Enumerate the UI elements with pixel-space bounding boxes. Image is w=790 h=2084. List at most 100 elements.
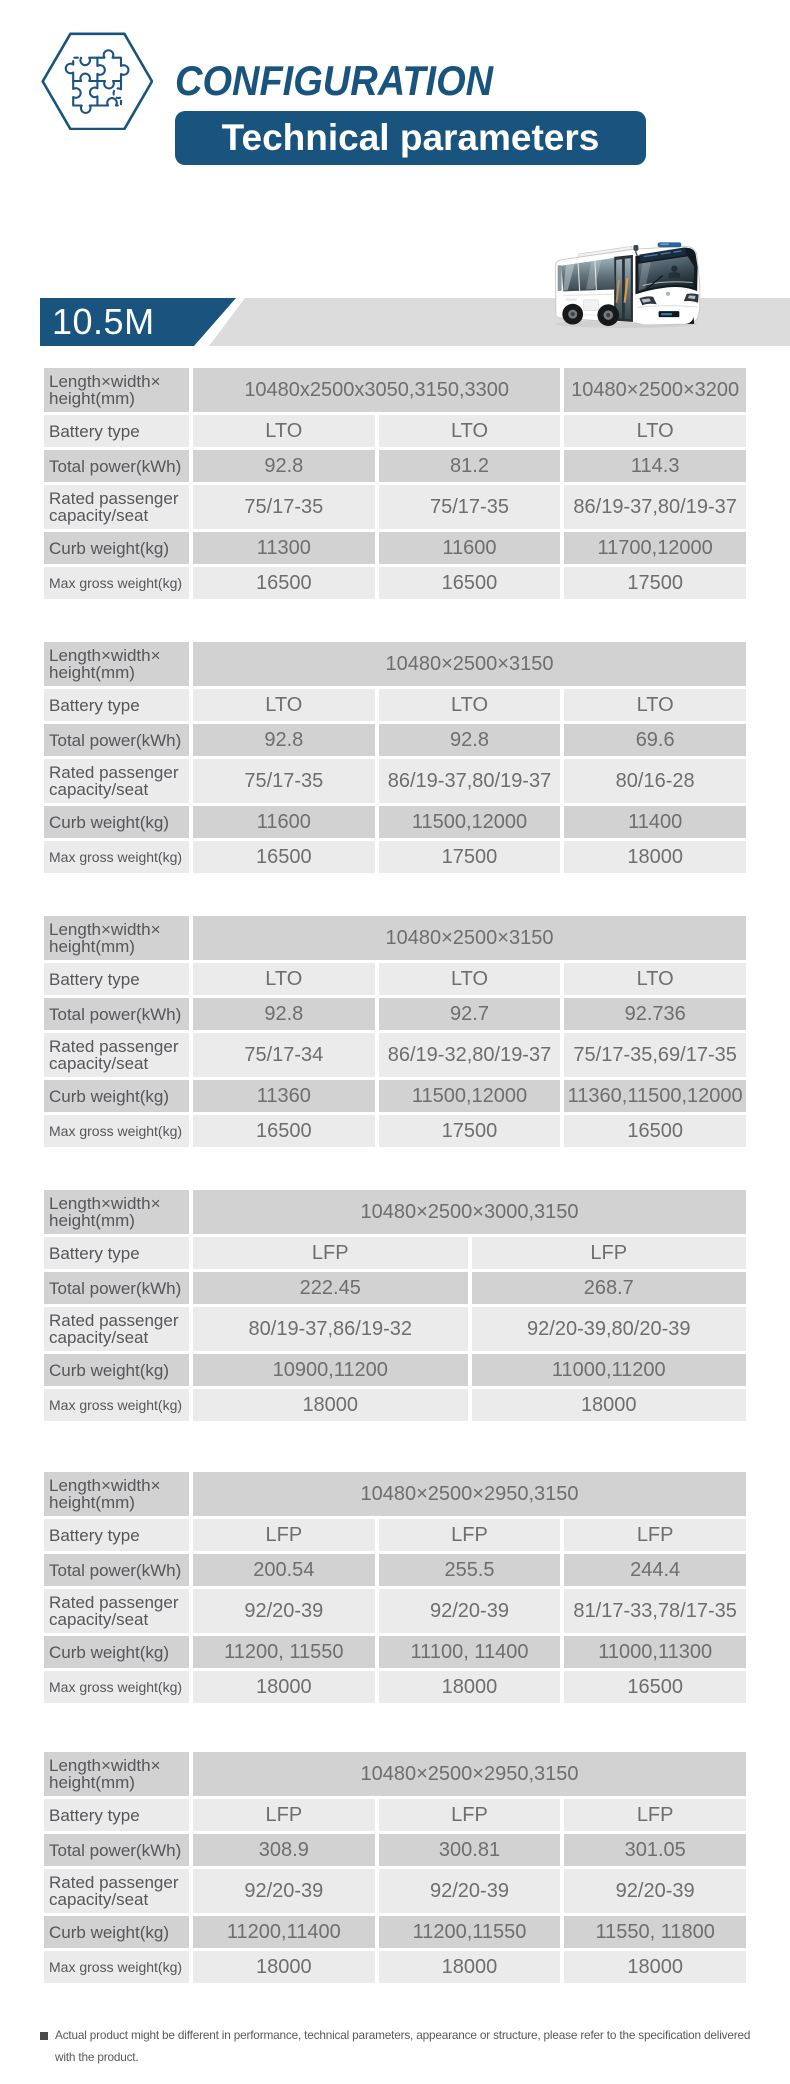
spec-value: 10480×2500×2950,3150 [193,1472,746,1516]
spec-value: 16500 [378,567,561,599]
spec-value: 11100, 11400 [378,1636,561,1668]
spec-value: 16500 [193,841,375,873]
spec-value: LTO [378,415,561,447]
row-label: Max gross weight(kg) [44,1389,189,1421]
bus-image [549,240,707,332]
table-row: Max gross weight(kg) 16500 16500 17500 [44,567,746,599]
spec-value: LTO [193,415,375,447]
spec-table-4: Length×width× height(mm) 10480×2500×3000,… [44,1190,746,1421]
spec-value: 244.4 [564,1554,746,1586]
row-label: Length×width× height(mm) [44,1472,189,1516]
spec-value: 18000 [193,1951,375,1983]
spec-value: 16500 [564,1115,746,1147]
spec-value: 18000 [193,1671,375,1703]
spec-value: 11360,11500,12000 [564,1080,746,1112]
table-row: Curb weight(kg) 11600 11500,12000 11400 [44,806,746,838]
square-bullet-icon [40,2032,48,2040]
spec-value: 11000,11200 [471,1354,746,1386]
spec-value: 17500 [378,1115,561,1147]
spec-value: 11360 [193,1080,375,1112]
row-label: Length×width× height(mm) [44,916,189,960]
row-label: Total power(kWh) [44,998,189,1030]
row-label: Max gross weight(kg) [44,1671,189,1703]
spec-value: 11200,11550 [378,1916,561,1948]
row-label: Battery type [44,1799,189,1831]
spec-value: 80/16-28 [564,759,746,803]
spec-value: 10480x2500x3050,3150,3300 [193,368,561,412]
spec-value: 10900,11200 [193,1354,468,1386]
spec-value: 92/20-39 [378,1869,561,1913]
spec-value: 300.81 [378,1834,561,1866]
table-row: Length×width× height(mm) 10480×2500×2950,… [44,1752,746,1796]
spec-value: 11200, 11550 [193,1636,375,1668]
table-row: Length×width× height(mm) 10480x2500x3050,… [44,368,746,412]
table-row: Max gross weight(kg) 18000 18000 18000 [44,1951,746,1983]
spec-value: 92/20-39 [193,1589,375,1633]
row-label: Battery type [44,689,189,721]
spec-value: 11550, 11800 [564,1916,746,1948]
spec-value: 18000 [193,1389,468,1421]
spec-value: 114.3 [564,450,746,482]
table-row: Rated passenger capacity/seat 75/17-35 75/… [44,485,746,529]
spec-value: 18000 [564,841,746,873]
table-row: Curb weight(kg) 11200,11400 11200,11550 115… [44,1916,746,1948]
table-row: Battery type LTO LTO LTO [44,963,746,995]
spec-value: 75/17-35,69/17-35 [564,1033,746,1077]
banner-label: Technical parameters [221,117,600,158]
spec-value: 92/20-39 [193,1869,375,1913]
row-label: Total power(kWh) [44,450,189,482]
spec-value: 75/17-35 [193,759,375,803]
spec-value: 75/17-35 [193,485,375,529]
spec-table-6: Length×width× height(mm) 10480×2500×2950,… [44,1752,746,1983]
spec-value: 11400 [564,806,746,838]
row-label: Length×width× height(mm) [44,642,189,686]
row-label: Length×width× height(mm) [44,1190,189,1234]
table-row: Max gross weight(kg) 16500 17500 18000 [44,841,746,873]
row-label: Curb weight(kg) [44,1080,189,1112]
spec-value: 11300 [193,532,375,564]
spec-value: 10480×2500×3150 [193,916,746,960]
spec-value: 86/19-37,80/19-37 [378,759,561,803]
spec-value: LFP [564,1799,746,1831]
row-label: Rated passenger capacity/seat [44,1307,189,1351]
spec-value: 92.8 [378,724,561,756]
spec-value: 17500 [378,841,561,873]
spec-value: 92/20-39 [564,1869,746,1913]
row-label: Battery type [44,963,189,995]
row-label: Total power(kWh) [44,1272,189,1304]
spec-value: 200.54 [193,1554,375,1586]
row-label: Length×width× height(mm) [44,368,189,412]
row-label: Curb weight(kg) [44,806,189,838]
spec-value: 10480×2500×3150 [193,642,746,686]
spec-table-1: Length×width× height(mm) 10480x2500x3050,… [44,368,746,599]
spec-value: 92/20-39,80/20-39 [471,1307,746,1351]
spec-value: 80/19-37,86/19-32 [193,1307,468,1351]
disclaimer-note: Actual product might be different in per… [40,2025,785,2068]
table-row: Rated passenger capacity/seat 75/17-34 86/… [44,1033,746,1077]
spec-value: 69.6 [564,724,746,756]
spec-value: LTO [564,689,746,721]
spec-value: 75/17-35 [378,485,561,529]
spec-value: 81.2 [378,450,561,482]
disclaimer-text: Actual product might be different in per… [55,2028,751,2064]
spec-table-5: Length×width× height(mm) 10480×2500×2950,… [44,1472,746,1703]
spec-value: LTO [378,963,561,995]
table-row: Battery type LTO LTO LTO [44,415,746,447]
spec-value: 92.7 [378,998,561,1030]
spec-value: 92.8 [193,724,375,756]
spec-value: 222.45 [193,1272,468,1304]
table-row: Rated passenger capacity/seat 80/19-37,86… [44,1307,746,1351]
page-title: CONFIGURATION [175,57,494,104]
table-row: Battery type LFP LFP LFP [44,1799,746,1831]
spec-value: 86/19-37,80/19-37 [564,485,746,529]
spec-value: 11200,11400 [193,1916,375,1948]
table-row: Length×width× height(mm) 10480×2500×3150 [44,916,746,960]
spec-value: LFP [564,1519,746,1551]
row-label: Max gross weight(kg) [44,1951,189,1983]
spec-value: 86/19-32,80/19-37 [378,1033,561,1077]
row-label: Curb weight(kg) [44,532,189,564]
spec-table-3: Length×width× height(mm) 10480×2500×3150 B… [44,916,746,1147]
spec-value: LFP [378,1799,561,1831]
spec-value: 75/17-34 [193,1033,375,1077]
